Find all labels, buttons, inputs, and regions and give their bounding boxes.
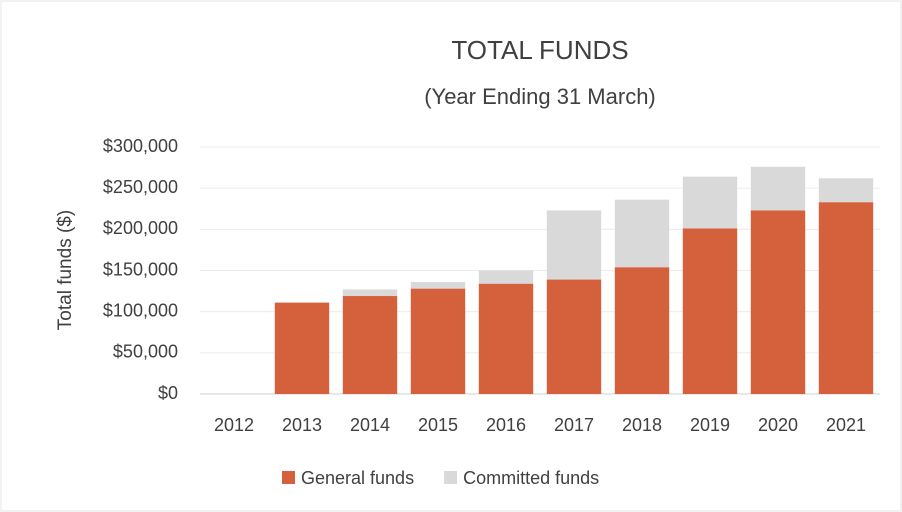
bar-segment [818, 178, 874, 203]
y-tick-label: $300,000 [103, 136, 178, 156]
legend-swatch [444, 471, 458, 484]
bar-segment [614, 267, 670, 394]
bar-segment [546, 279, 602, 394]
bar-segment [410, 282, 466, 289]
legend-label: Committed funds [463, 468, 599, 488]
bar-segment [274, 302, 330, 394]
x-tick-label: 2015 [418, 415, 458, 435]
y-tick-label: $200,000 [103, 218, 178, 238]
bar-segment [546, 210, 602, 280]
y-tick-label: $250,000 [103, 177, 178, 197]
y-tick-label: $150,000 [103, 259, 178, 279]
y-tick-label: $0 [158, 383, 178, 403]
legend-label: General funds [301, 468, 414, 488]
bar-segment [478, 283, 534, 394]
x-tick-label: 2013 [282, 415, 322, 435]
bar-segment [818, 202, 874, 394]
legend-swatch [282, 471, 295, 484]
x-tick-label: 2018 [622, 415, 662, 435]
chart-subtitle: (Year Ending 31 March) [424, 84, 656, 109]
bar-segment [682, 176, 738, 229]
y-tick-label: $100,000 [103, 300, 178, 320]
y-axis-label: Total funds ($) [55, 210, 76, 330]
x-tick-label: 2012 [214, 415, 254, 435]
x-tick-label: 2014 [350, 415, 390, 435]
bar-segment [410, 288, 466, 394]
chart-title: TOTAL FUNDS [451, 35, 628, 65]
bar-segment [750, 210, 806, 394]
y-tick-label: $50,000 [113, 342, 178, 362]
x-tick-label: 2017 [554, 415, 594, 435]
x-tick-label: 2021 [826, 415, 866, 435]
bar-segment [478, 270, 534, 284]
bar-segment [342, 296, 398, 394]
x-tick-label: 2016 [486, 415, 526, 435]
bar-segment [682, 228, 738, 394]
bar-segment [614, 199, 670, 268]
bar-segment [342, 289, 398, 297]
x-tick-label: 2019 [690, 415, 730, 435]
bar-segment [750, 166, 806, 211]
x-tick-label: 2020 [758, 415, 798, 435]
